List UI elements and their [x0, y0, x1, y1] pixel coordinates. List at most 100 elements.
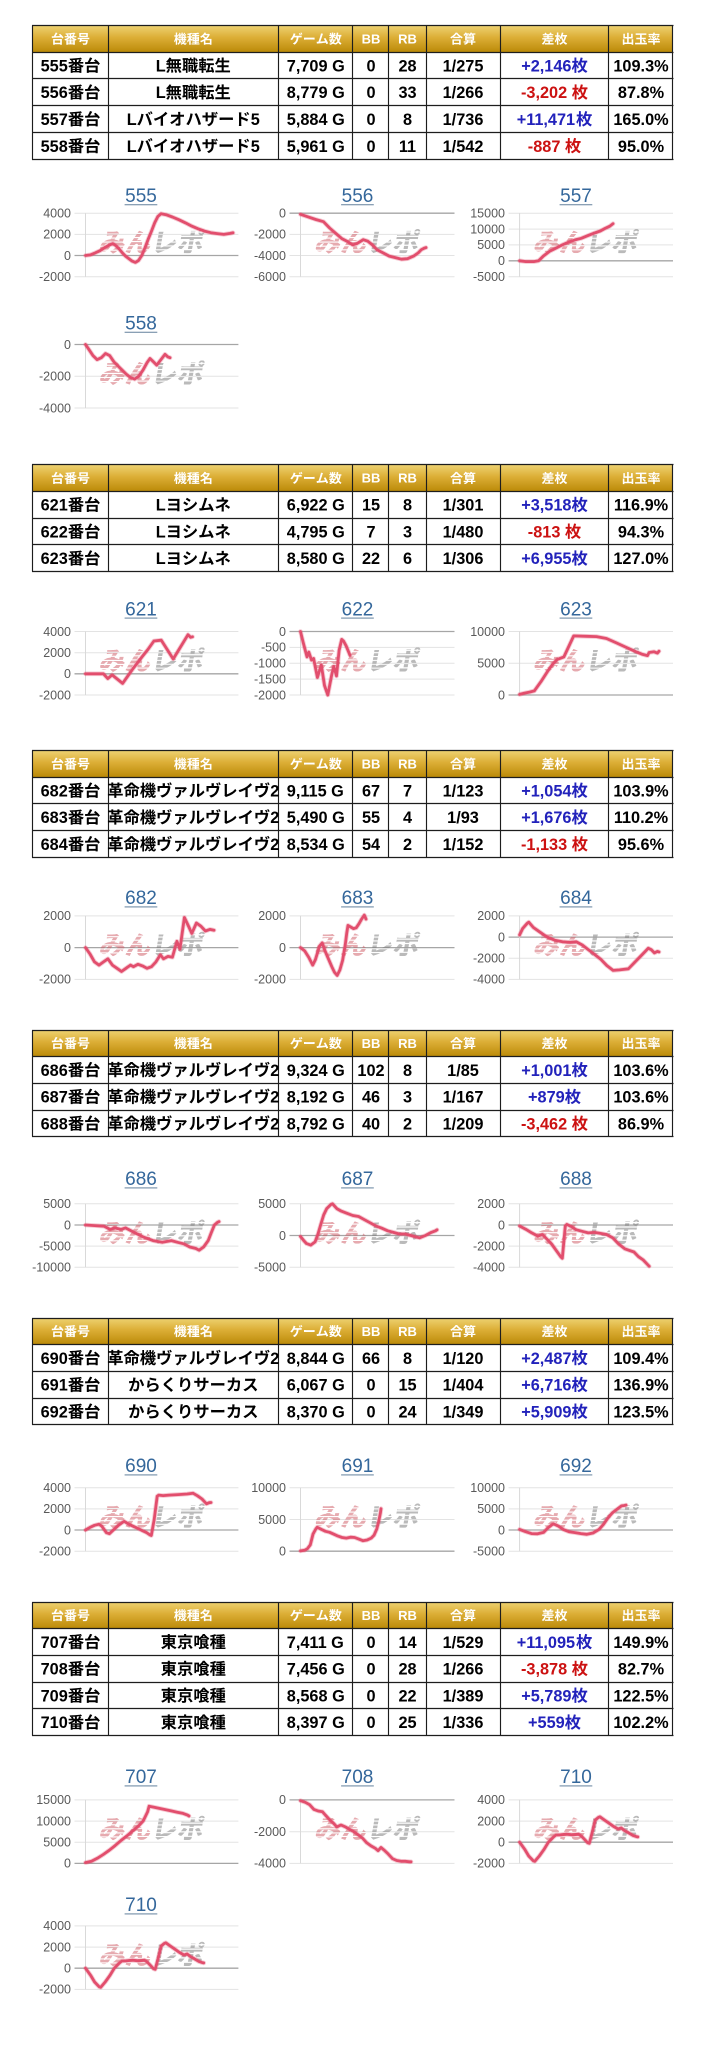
- svg-text:0: 0: [64, 1857, 71, 1871]
- svg-text:0: 0: [498, 688, 505, 702]
- svg-text:691: 691: [41, 1377, 68, 1395]
- svg-text:+1,676: +1,676: [521, 809, 571, 827]
- svg-text:L: L: [127, 138, 137, 156]
- svg-text:28: 28: [398, 1661, 416, 1679]
- svg-text:40: 40: [362, 1115, 380, 1133]
- svg-text:710: 710: [125, 1895, 157, 1916]
- svg-text:+5,909: +5,909: [521, 1403, 571, 1421]
- svg-text:BB: BB: [362, 32, 381, 47]
- svg-text:7,709 G: 7,709 G: [287, 57, 345, 75]
- svg-text:708: 708: [342, 1767, 374, 1788]
- svg-text:6,067 G: 6,067 G: [287, 1377, 345, 1395]
- svg-text:-5000: -5000: [39, 1239, 71, 1253]
- svg-text:L: L: [156, 550, 166, 568]
- svg-text:557: 557: [41, 111, 68, 129]
- svg-text:4000: 4000: [43, 1481, 71, 1495]
- svg-text:0: 0: [279, 207, 286, 221]
- svg-text:55: 55: [362, 809, 380, 827]
- svg-text:-813: -813: [528, 523, 561, 541]
- svg-text:623: 623: [560, 599, 592, 620]
- svg-text:1/85: 1/85: [447, 1062, 479, 1080]
- svg-text:2: 2: [270, 809, 279, 827]
- svg-text:-1000: -1000: [254, 657, 286, 671]
- svg-text:0: 0: [279, 1793, 286, 1807]
- svg-text:BB: BB: [362, 757, 381, 772]
- svg-text:7: 7: [403, 782, 412, 800]
- svg-text:707: 707: [125, 1767, 157, 1788]
- svg-text:2: 2: [270, 1089, 279, 1107]
- svg-text:102.2%: 102.2%: [613, 1714, 669, 1732]
- svg-text:22: 22: [362, 550, 380, 568]
- svg-text:67: 67: [362, 782, 380, 800]
- svg-text:0: 0: [498, 1523, 505, 1537]
- svg-text:2000: 2000: [43, 1502, 71, 1516]
- svg-text:10000: 10000: [470, 222, 505, 236]
- svg-text:555: 555: [41, 57, 68, 75]
- svg-text:-2000: -2000: [473, 1239, 505, 1253]
- svg-text:RB: RB: [398, 1324, 417, 1339]
- svg-text:8,192 G: 8,192 G: [287, 1089, 345, 1107]
- svg-text:103.6%: 103.6%: [613, 1089, 669, 1107]
- svg-text:2000: 2000: [43, 646, 71, 660]
- svg-text:-887: -887: [528, 138, 561, 156]
- svg-text:82.7%: 82.7%: [618, 1661, 665, 1679]
- svg-text:2000: 2000: [477, 1197, 505, 1211]
- svg-text:2: 2: [270, 1115, 279, 1133]
- svg-text:7: 7: [366, 523, 375, 541]
- svg-text:2: 2: [270, 1062, 279, 1080]
- svg-text:8,568 G: 8,568 G: [287, 1687, 345, 1705]
- svg-text:-2000: -2000: [39, 973, 71, 987]
- svg-text:3: 3: [403, 1089, 412, 1107]
- svg-text:0: 0: [64, 1218, 71, 1232]
- svg-text:692: 692: [41, 1403, 68, 1421]
- svg-text:5000: 5000: [258, 1513, 286, 1527]
- svg-text:116.9%: 116.9%: [614, 497, 669, 515]
- svg-text:0: 0: [279, 1545, 286, 1559]
- svg-text:8: 8: [403, 497, 412, 515]
- svg-text:708: 708: [41, 1661, 68, 1679]
- svg-text:103.6%: 103.6%: [613, 1062, 669, 1080]
- svg-text:-4000: -4000: [473, 1261, 505, 1275]
- svg-text:2000: 2000: [258, 909, 286, 923]
- svg-text:127.0%: 127.0%: [613, 550, 669, 568]
- svg-text:558: 558: [41, 138, 68, 156]
- svg-text:-4000: -4000: [254, 249, 286, 263]
- svg-text:RB: RB: [398, 1608, 417, 1623]
- svg-text:1/120: 1/120: [443, 1350, 484, 1368]
- svg-text:+6,716: +6,716: [521, 1377, 571, 1395]
- svg-text:556: 556: [41, 84, 68, 102]
- svg-text:10000: 10000: [36, 1814, 71, 1828]
- svg-text:110.2%: 110.2%: [614, 809, 669, 827]
- svg-text:7,456 G: 7,456 G: [287, 1661, 345, 1679]
- svg-text:+3,518: +3,518: [521, 497, 571, 515]
- svg-text:BB: BB: [362, 471, 381, 486]
- svg-text:-1,133: -1,133: [521, 836, 567, 854]
- svg-text:2: 2: [270, 1350, 279, 1368]
- svg-text:8,844 G: 8,844 G: [287, 1350, 345, 1368]
- svg-text:692: 692: [560, 1456, 592, 1477]
- svg-text:28: 28: [398, 57, 416, 75]
- svg-text:5,884 G: 5,884 G: [287, 111, 345, 129]
- svg-text:+11,095: +11,095: [517, 1634, 575, 1652]
- svg-text:4000: 4000: [477, 1793, 505, 1807]
- svg-text:-4000: -4000: [39, 401, 71, 415]
- svg-text:+2,146: +2,146: [521, 57, 571, 75]
- svg-text:1/167: 1/167: [443, 1089, 484, 1107]
- svg-text:+1,054: +1,054: [521, 782, 571, 800]
- svg-text:L: L: [156, 523, 166, 541]
- svg-text:0: 0: [64, 249, 71, 263]
- svg-text:8,779 G: 8,779 G: [287, 84, 345, 102]
- svg-text:-2000: -2000: [473, 952, 505, 966]
- svg-text:+1,001: +1,001: [521, 1062, 571, 1080]
- svg-text:0: 0: [366, 1687, 375, 1705]
- svg-text:9,324 G: 9,324 G: [287, 1062, 345, 1080]
- svg-text:-5000: -5000: [473, 270, 505, 284]
- svg-text:-3,462: -3,462: [521, 1115, 567, 1133]
- svg-text:RB: RB: [398, 1036, 417, 1051]
- svg-text:1/301: 1/301: [443, 497, 484, 515]
- svg-text:+559: +559: [528, 1714, 565, 1732]
- svg-text:1/736: 1/736: [443, 111, 484, 129]
- svg-text:-6000: -6000: [254, 270, 286, 284]
- svg-text:687: 687: [342, 1169, 374, 1190]
- svg-text:RB: RB: [398, 32, 417, 47]
